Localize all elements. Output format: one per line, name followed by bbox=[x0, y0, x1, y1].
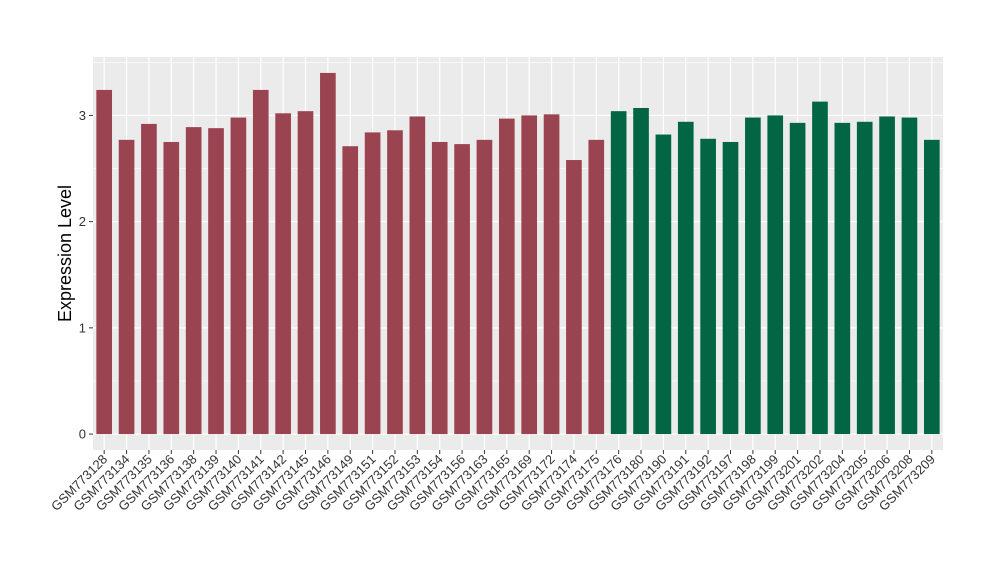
bar-GSM773142 bbox=[275, 113, 291, 435]
bar-GSM773204 bbox=[834, 122, 851, 435]
bar-GSM773152 bbox=[387, 130, 403, 435]
bar-GSM773165 bbox=[498, 118, 515, 435]
bar-GSM773174 bbox=[566, 160, 582, 435]
bar-GSM773128 bbox=[96, 89, 113, 435]
bar-GSM773156 bbox=[454, 144, 470, 435]
bar-GSM773197 bbox=[722, 141, 739, 435]
bar-GSM773153 bbox=[409, 116, 426, 435]
bar-GSM773154 bbox=[431, 141, 448, 435]
bar-GSM773134 bbox=[118, 139, 135, 435]
bar-GSM773190 bbox=[655, 134, 672, 435]
bar-GSM773146 bbox=[320, 72, 336, 435]
bar-GSM773135 bbox=[141, 123, 157, 435]
bar-GSM773151 bbox=[364, 132, 381, 435]
bar-GSM773180 bbox=[633, 107, 649, 435]
y-axis-title: Expression Level bbox=[55, 185, 75, 322]
bar-GSM773163 bbox=[476, 139, 493, 435]
y-tick-label: 1 bbox=[79, 320, 86, 335]
bar-GSM773208 bbox=[901, 117, 918, 435]
bar-GSM773206 bbox=[879, 116, 895, 435]
bar-GSM773175 bbox=[588, 139, 605, 435]
bar-GSM773199 bbox=[767, 115, 784, 435]
y-axis: 0 1 2 3 bbox=[79, 108, 93, 442]
bars bbox=[96, 72, 940, 435]
bar-GSM773172 bbox=[543, 114, 560, 435]
bar-GSM773191 bbox=[677, 121, 694, 435]
x-axis: GSM773128GSM773134GSM773135GSM773136GSM7… bbox=[48, 450, 938, 514]
bar-GSM773198 bbox=[745, 117, 761, 435]
bar-GSM773141 bbox=[252, 89, 269, 435]
bar-GSM773176 bbox=[610, 111, 627, 435]
bar-GSM773136 bbox=[163, 141, 180, 435]
y-tick-label: 3 bbox=[79, 108, 86, 123]
bar-GSM773202 bbox=[812, 101, 828, 435]
bar-GSM773205 bbox=[856, 121, 873, 435]
bar-GSM773201 bbox=[789, 122, 806, 435]
bar-GSM773169 bbox=[521, 115, 538, 435]
bar-GSM773139 bbox=[208, 128, 224, 435]
bar-GSM773192 bbox=[700, 138, 716, 435]
bar-GSM773138 bbox=[185, 127, 202, 435]
y-tick-label: 0 bbox=[79, 427, 86, 442]
bar-GSM773149 bbox=[342, 146, 359, 435]
bar-GSM773209 bbox=[923, 139, 940, 435]
y-tick-label: 2 bbox=[79, 214, 86, 229]
bar-GSM773145 bbox=[297, 111, 314, 435]
bar-GSM773140 bbox=[230, 117, 247, 435]
